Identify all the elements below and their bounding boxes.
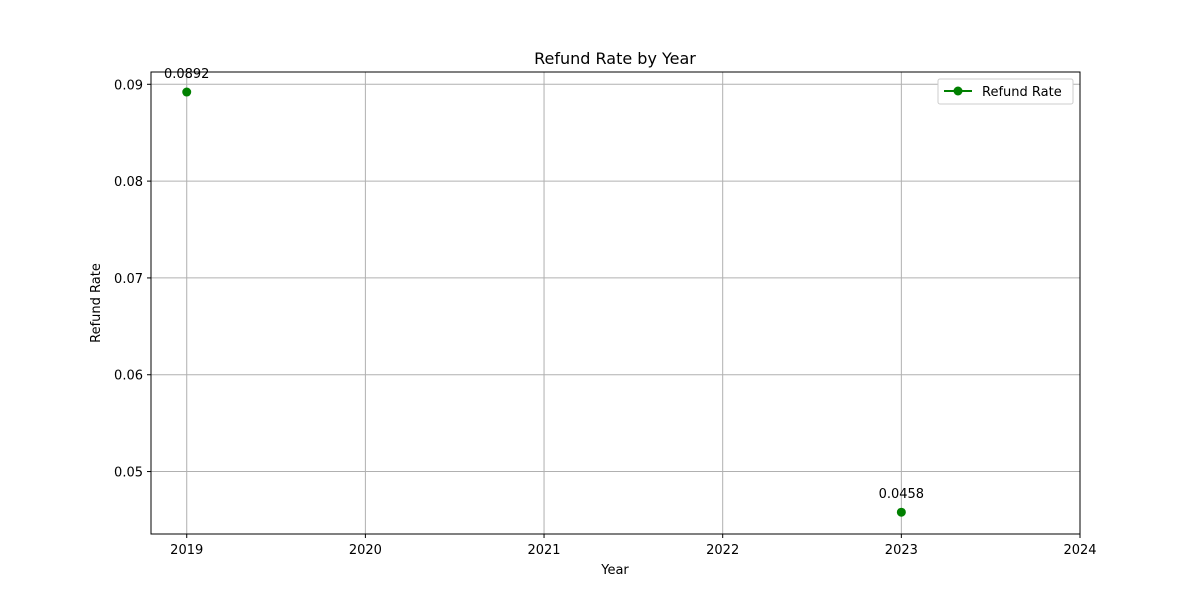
legend-marker-swatch: [953, 86, 963, 96]
legend: Refund Rate: [937, 78, 1074, 105]
data-label: 0.0892: [164, 67, 210, 82]
data-point: [896, 507, 906, 517]
data-point: [182, 87, 192, 97]
x-tick-label: 2023: [885, 543, 918, 558]
x-axis-label: Year: [600, 563, 629, 578]
chart-title: Refund Rate by Year: [534, 49, 696, 68]
x-tick-label: 2019: [170, 543, 203, 558]
plot-area-frame: [150, 71, 1081, 535]
y-axis-label: Refund Rate: [89, 263, 104, 343]
y-tick-label: 0.06: [114, 369, 143, 384]
y-axis-ticks: 0.05 0.06 0.07 0.08 0.09: [114, 78, 151, 481]
x-tick-label: 2024: [1063, 543, 1096, 558]
series-refund-rate: 0.0892 0.0458: [164, 67, 924, 517]
x-tick-label: 2022: [706, 543, 739, 558]
gridlines: [151, 72, 1081, 534]
y-tick-label: 0.07: [114, 272, 143, 287]
legend-label-refund-rate: Refund Rate: [982, 85, 1062, 100]
y-tick-label: 0.05: [114, 466, 143, 481]
data-label: 0.0458: [879, 487, 925, 502]
x-axis-ticks: 2019 2020 2021 2022 2023 2024: [170, 534, 1097, 558]
y-tick-label: 0.09: [114, 78, 143, 93]
legend-box: [937, 78, 1074, 105]
x-tick-label: 2021: [527, 543, 560, 558]
x-tick-label: 2020: [349, 543, 382, 558]
y-tick-label: 0.08: [114, 175, 143, 190]
